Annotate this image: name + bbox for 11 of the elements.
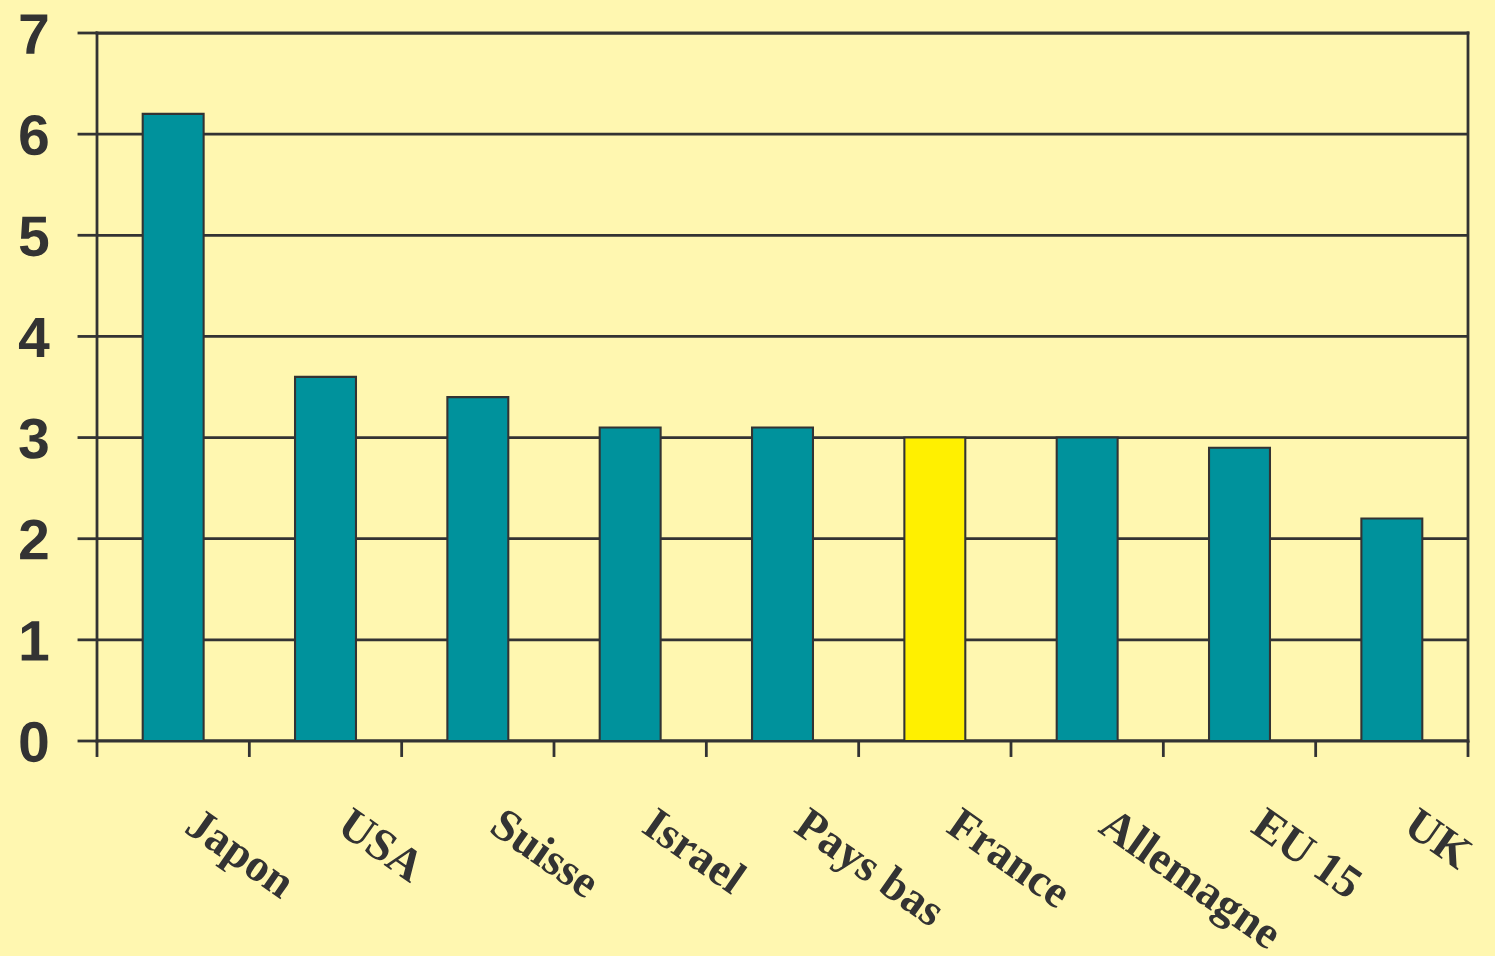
x-tick-label: UK [1402,807,1475,871]
y-tick-label: 4 [18,317,50,358]
y-tick-label: 2 [20,519,48,560]
y-tick-label: 7 [20,14,48,54]
y-tick-label: 3 [19,418,48,459]
y-tick-label: 6 [20,115,48,156]
x-tick-label: USA [335,806,428,884]
y-tick-label: 5 [19,216,49,257]
y-tick-label: 1 [21,621,49,661]
x-tick-label: Pays bas [792,806,943,928]
y-tick-label: 0 [20,721,48,763]
